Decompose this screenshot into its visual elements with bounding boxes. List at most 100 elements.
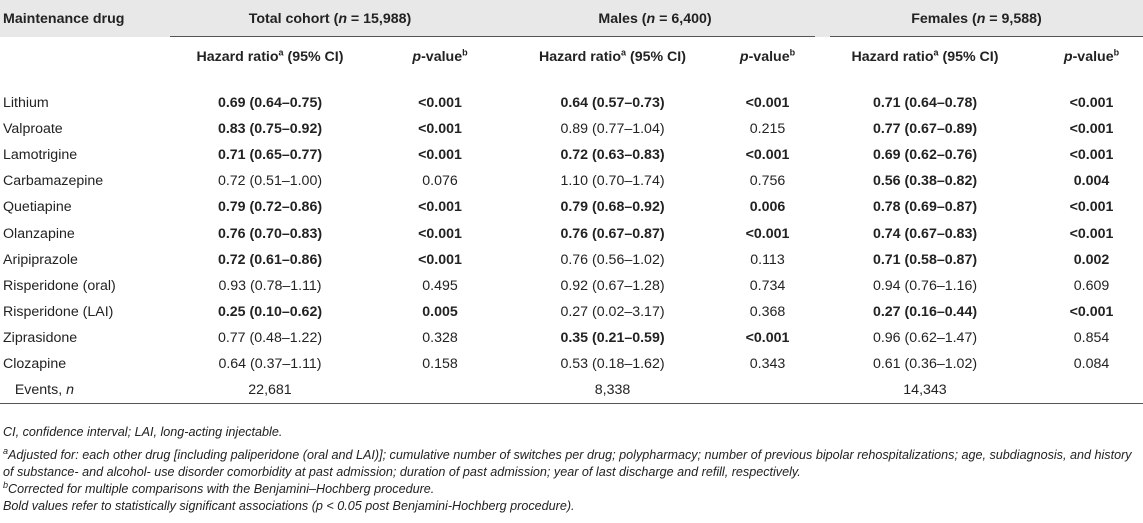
group-header-total: Total cohort (n = 15,988) [160, 0, 500, 37]
hr-females-cell: 0.96 (0.62–1.47) [872, 329, 978, 346]
p-females-cell: 0.084 [1073, 355, 1110, 372]
hr-header-total: Hazard ratioa (95% CI) [160, 37, 380, 77]
drug-name: Olanzapine [3, 225, 75, 242]
p-header-males: p-valueb [725, 37, 810, 77]
table-row: Risperidone (oral) 0.93 (0.78–1.11) 0.495 0… [0, 273, 1143, 299]
hr-males-cell: 0.92 (0.67–1.28) [560, 277, 665, 294]
p-males-cell: 0.756 [749, 173, 786, 190]
hr-females-cell: 0.71 (0.64–0.78) [872, 95, 978, 112]
p-total-cell: 0.495 [422, 277, 458, 294]
footnote-a: aAdjusted for: each other drug [includin… [3, 445, 1132, 479]
events-value: 8,338 [500, 377, 725, 405]
table-row: Aripiprazole 0.72 (0.61–0.86) <0.001 0.76 (… [0, 247, 1143, 273]
hr-females-cell: 0.94 (0.76–1.16) [872, 277, 978, 294]
drug-name: Valproate [3, 121, 63, 138]
table-row: Risperidone (LAI) 0.25 (0.10–0.62) 0.005 0.… [0, 299, 1143, 325]
footnote-abbreviations: CI, confidence interval; LAI, long-actin… [3, 425, 283, 439]
p-header-total: p-valueb [380, 37, 500, 77]
header-blank [0, 37, 160, 77]
hr-males-cell: 0.72 (0.63–0.83) [560, 147, 665, 164]
group-rule-total [170, 36, 543, 37]
p-total-cell: <0.001 [418, 121, 462, 138]
p-females-cell: <0.001 [1069, 95, 1114, 112]
p-total-cell: 0.005 [422, 303, 458, 320]
p-males-cell: 0.343 [749, 355, 786, 372]
drug-name: Clozapine [3, 355, 67, 372]
hr-males-cell: 0.79 (0.68–0.92) [560, 199, 665, 216]
table-row: Ziprasidone 0.77 (0.48–1.22) 0.328 0.35 (0.… [0, 325, 1143, 351]
p-females-cell: 0.609 [1073, 277, 1110, 294]
p-males-cell: 0.006 [749, 199, 786, 216]
hr-header-females: Hazard ratioa (95% CI) [810, 37, 1040, 77]
events-value: 22,681 [160, 377, 380, 405]
hr-total-cell: 0.93 (0.78–1.11) [218, 277, 322, 294]
p-total-cell: <0.001 [418, 199, 462, 216]
group-rule-males [512, 36, 815, 37]
hr-total-cell: 0.69 (0.64–0.75) [217, 95, 323, 112]
hr-males-cell: 0.64 (0.57–0.73) [560, 95, 665, 112]
events-value: 14,343 [810, 377, 1040, 405]
hr-females-cell: 0.27 (0.16–0.44) [872, 303, 978, 320]
hr-males-cell: 0.76 (0.56–1.02) [560, 251, 665, 268]
hr-males-cell: 0.53 (0.18–1.62) [560, 355, 665, 372]
table-footnotes: CI, confidence interval; LAI, long-actin… [3, 424, 1133, 515]
table-row: Quetiapine 0.79 (0.72–0.86) <0.001 0.79 (0.… [0, 194, 1143, 220]
p-females-cell: <0.001 [1069, 121, 1114, 138]
p-header-females: p-valueb [1040, 37, 1143, 77]
p-total-cell: <0.001 [418, 95, 462, 112]
p-females-cell: 0.004 [1073, 173, 1110, 190]
drug-name: Lamotrigine [3, 147, 78, 164]
hr-total-cell: 0.83 (0.75–0.92) [217, 121, 323, 138]
footnote-b: bCorrected for multiple comparisons with… [3, 479, 435, 496]
hr-males-cell: 0.89 (0.77–1.04) [560, 121, 665, 138]
hr-males-cell: 0.35 (0.21–0.59) [560, 329, 665, 346]
p-females-cell: <0.001 [1069, 225, 1114, 242]
hr-males-cell: 0.27 (0.02–3.17) [560, 303, 665, 320]
p-total-cell: 0.158 [422, 355, 458, 372]
table-row: Olanzapine 0.76 (0.70–0.83) <0.001 0.76 (0.… [0, 220, 1143, 246]
table-row: Clozapine 0.64 (0.37–1.11) 0.158 0.53 (0.18… [0, 351, 1143, 377]
events-row: Events, n 22,681 8,338 14,343 [0, 377, 1143, 405]
p-males-cell: 0.113 [750, 251, 785, 268]
hr-females-cell: 0.71 (0.58–0.87) [872, 251, 978, 268]
drug-name: Ziprasidone [3, 329, 78, 346]
table-row: Valproate 0.83 (0.75–0.92) <0.001 0.89 (0.7… [0, 116, 1143, 142]
p-females-cell: <0.001 [1069, 199, 1114, 216]
hr-total-cell: 0.64 (0.37–1.11) [218, 355, 322, 372]
drug-name: Risperidone (LAI) [3, 303, 114, 320]
hr-total-cell: 0.72 (0.51–1.00) [217, 173, 323, 190]
p-total-cell: <0.001 [418, 225, 462, 242]
hr-females-cell: 0.74 (0.67–0.83) [872, 225, 978, 242]
group-rule-females [830, 36, 1143, 37]
events-label: Events, n [0, 377, 160, 405]
hr-total-cell: 0.77 (0.48–1.22) [217, 329, 323, 346]
hr-total-cell: 0.79 (0.72–0.86) [217, 199, 323, 216]
p-total-cell: 0.076 [422, 173, 458, 190]
hr-total-cell: 0.25 (0.10–0.62) [217, 303, 323, 320]
p-females-cell: 0.854 [1073, 329, 1110, 346]
header-row-groups: Maintenance drug Total cohort (n = 15,98… [0, 0, 1143, 37]
hr-females-cell: 0.61 (0.36–1.02) [872, 355, 978, 372]
table-row: Carbamazepine 0.72 (0.51–1.00) 0.076 1.10 (… [0, 168, 1143, 194]
p-males-cell: <0.001 [745, 147, 790, 164]
table-row: Lithium 0.69 (0.64–0.75) <0.001 0.64 (0.57–… [0, 90, 1143, 116]
p-females-cell: <0.001 [1069, 303, 1114, 320]
hr-females-cell: 0.78 (0.69–0.87) [872, 199, 978, 216]
hr-females-cell: 0.69 (0.62–0.76) [872, 147, 978, 164]
table-body: Lithium 0.69 (0.64–0.75) <0.001 0.64 (0.57–… [0, 90, 1143, 405]
hr-total-cell: 0.71 (0.65–0.77) [217, 147, 323, 164]
p-females-cell: 0.002 [1073, 251, 1110, 268]
hr-total-cell: 0.72 (0.61–0.86) [217, 251, 323, 268]
header-row-columns: Hazard ratioa (95% CI) p-valueb Hazard r… [0, 37, 1143, 77]
hr-total-cell: 0.76 (0.70–0.83) [217, 225, 323, 242]
p-males-cell: <0.001 [745, 95, 790, 112]
p-males-cell: <0.001 [745, 329, 790, 346]
hr-header-males: Hazard ratioa (95% CI) [500, 37, 725, 77]
drug-name: Lithium [3, 95, 49, 112]
hr-males-cell: 1.10 (0.70–1.74) [560, 173, 665, 190]
drug-name: Aripiprazole [3, 251, 78, 268]
p-total-cell: 0.328 [422, 329, 458, 346]
drug-name: Quetiapine [3, 199, 72, 216]
hr-females-cell: 0.77 (0.67–0.89) [872, 121, 978, 138]
